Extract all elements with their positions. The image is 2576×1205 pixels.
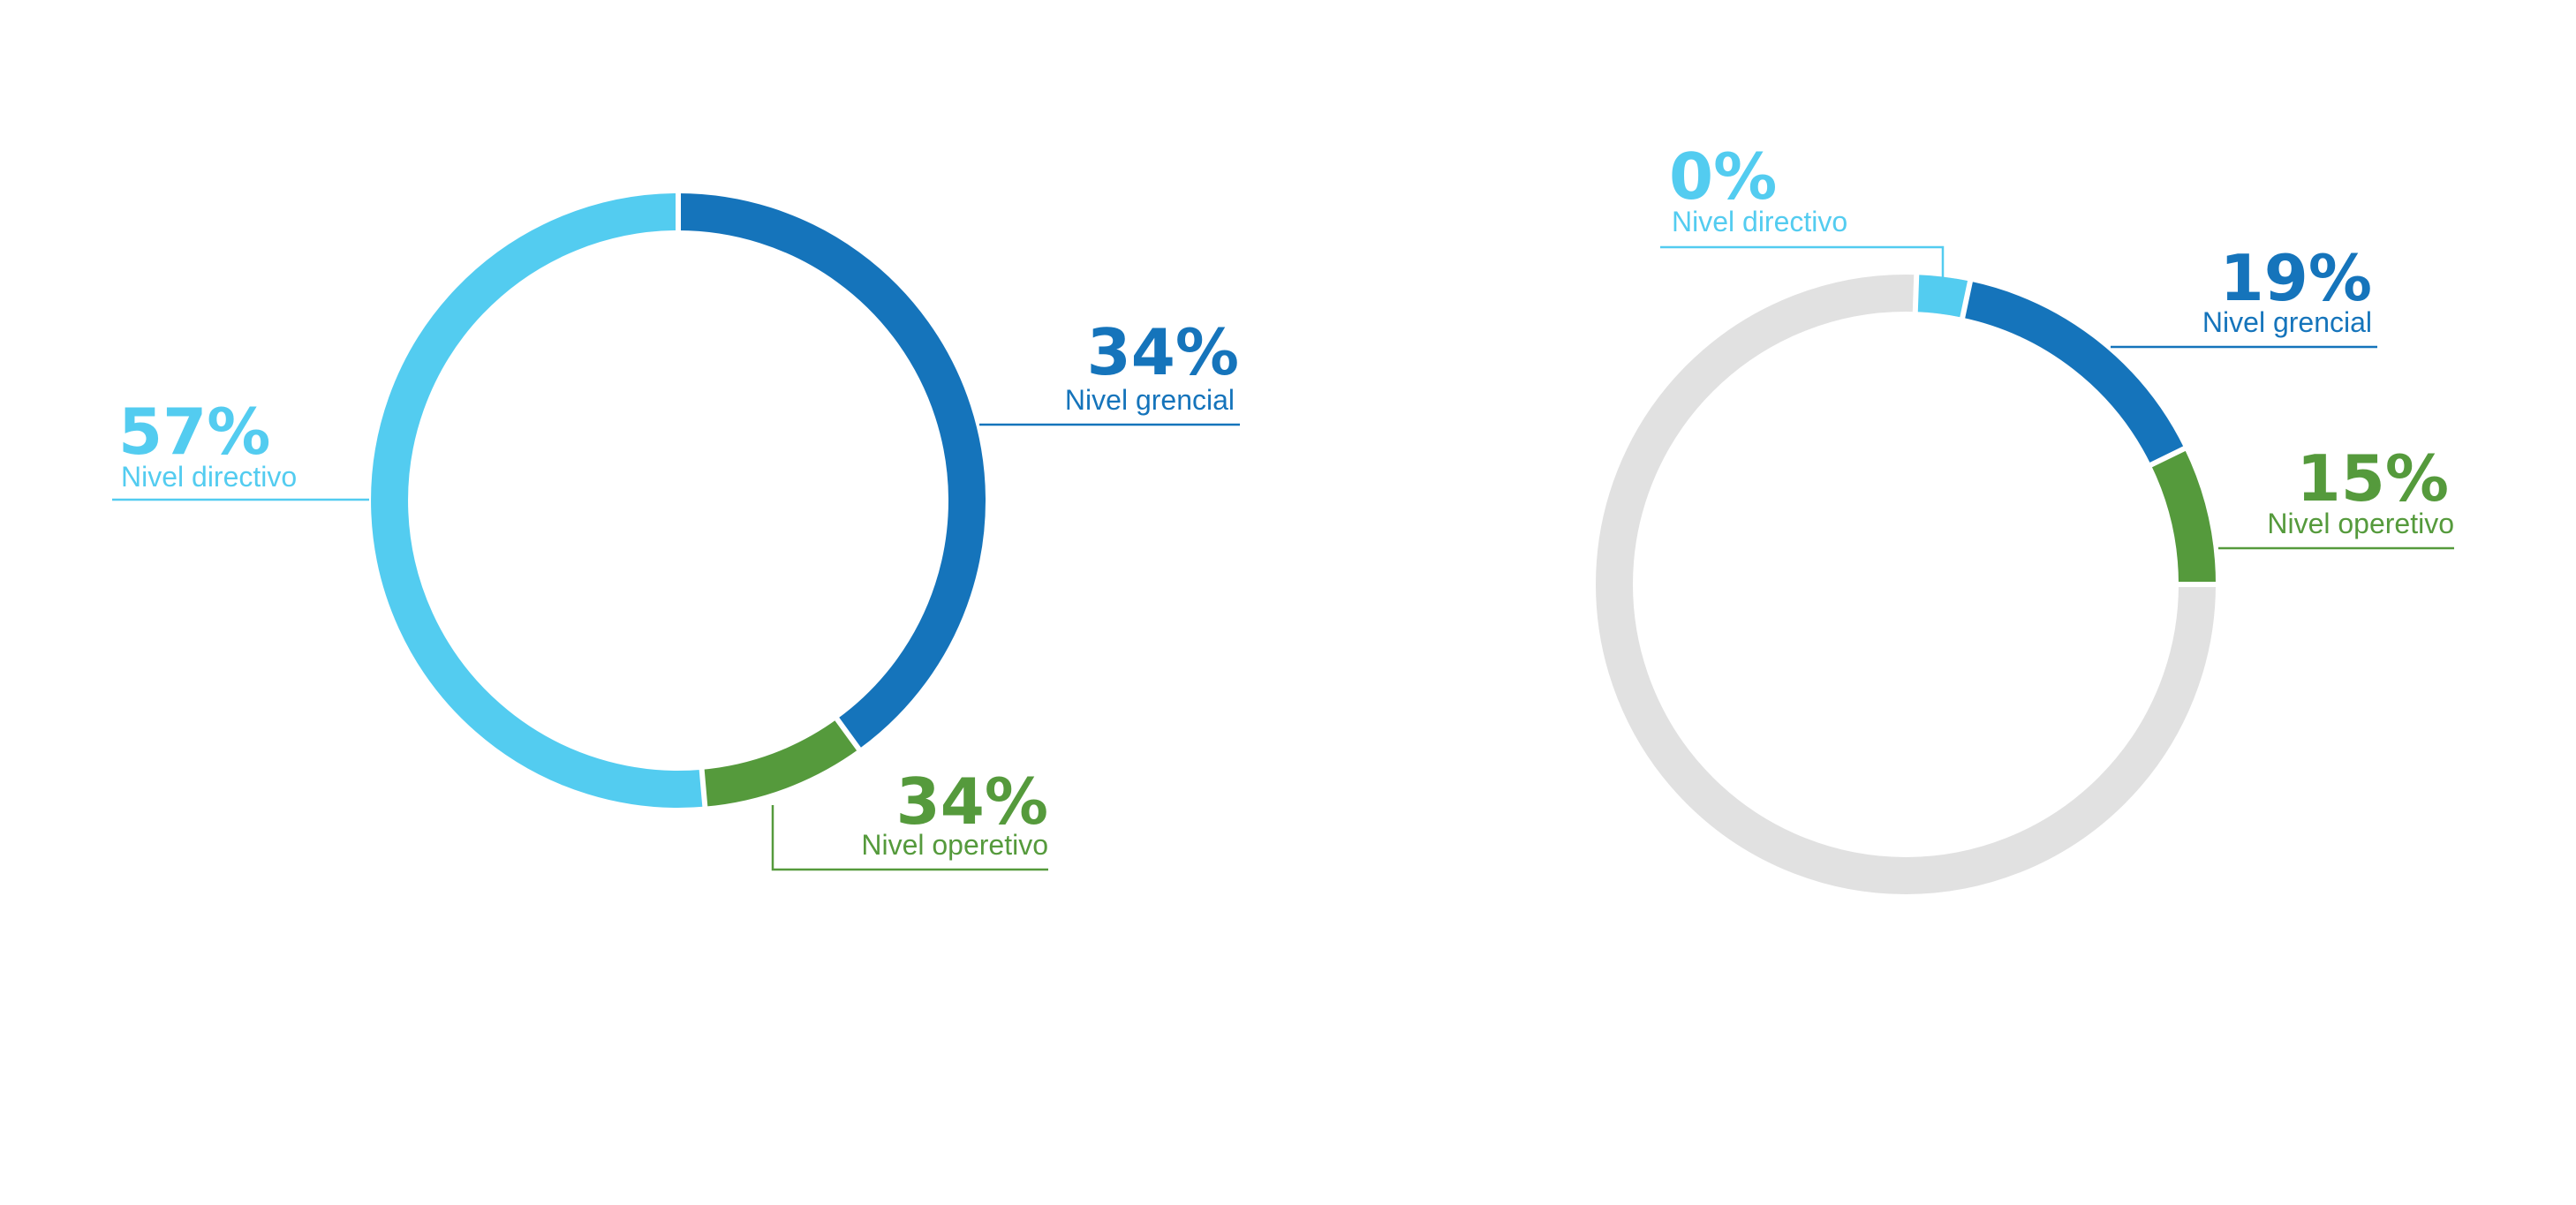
donut-chart-1: 34% Nivel grencial 34% Nivel operetivo 5… (112, 192, 1240, 871)
chart2-label-gerencial: Nivel grencial (2202, 306, 2372, 338)
donut-chart-2: 0% Nivel directivo 19% Nivel grencial 15… (1596, 139, 2454, 894)
chart1-value-operativo: 34% (896, 764, 1048, 839)
chart1-callout-gerencial: 34% Nivel grencial (979, 315, 1240, 426)
chart2-slices (1596, 273, 2217, 894)
chart1-slices (371, 192, 986, 809)
chart2-callout-gerencial: 19% Nivel grencial (2111, 241, 2377, 349)
chart2-value-directivo: 0% (1669, 139, 1777, 214)
chart2-slice-gerencial (1962, 281, 2185, 465)
chart2-value-gerencial: 19% (2220, 241, 2372, 315)
chart1-label-gerencial: Nivel grencial (1065, 384, 1235, 416)
chart2-slice-directivo (1915, 275, 1970, 318)
chart2-value-operativo: 15% (2297, 441, 2449, 516)
chart1-slice-separator (699, 767, 708, 809)
chart1-slice-separator (834, 716, 863, 752)
chart1-value-gerencial: 34% (1087, 315, 1239, 389)
chart1-slice-gerencial (677, 193, 986, 749)
chart2-callout-directivo: 0% Nivel directivo (1660, 139, 1945, 278)
chart2-slice-separator (1959, 279, 1974, 320)
chart1-slice-operativo (701, 719, 859, 807)
chart2-leader-directivo (1660, 245, 1945, 278)
chart1-label-directivo: Nivel directivo (121, 461, 297, 493)
chart1-callout-directivo: 57% Nivel directivo (112, 395, 369, 501)
chart1-label-operativo: Nivel operetivo (861, 829, 1048, 861)
chart1-leader-operativo (771, 805, 1048, 871)
chart2-label-operativo: Nivel operetivo (2267, 508, 2454, 539)
chart2-label-directivo: Nivel directivo (1672, 206, 1847, 237)
chart2-slice-separator (1912, 273, 1920, 314)
chart1-slice-directivo (371, 193, 706, 808)
chart1-value-directivo: 57% (118, 395, 270, 469)
chart1-callout-operativo: 34% Nivel operetivo (771, 764, 1048, 871)
chart2-slice-separator (2148, 445, 2187, 469)
chart2-callout-operativo: 15% Nivel operetivo (2218, 441, 2454, 550)
chart2-slice-operativo (2150, 448, 2216, 585)
